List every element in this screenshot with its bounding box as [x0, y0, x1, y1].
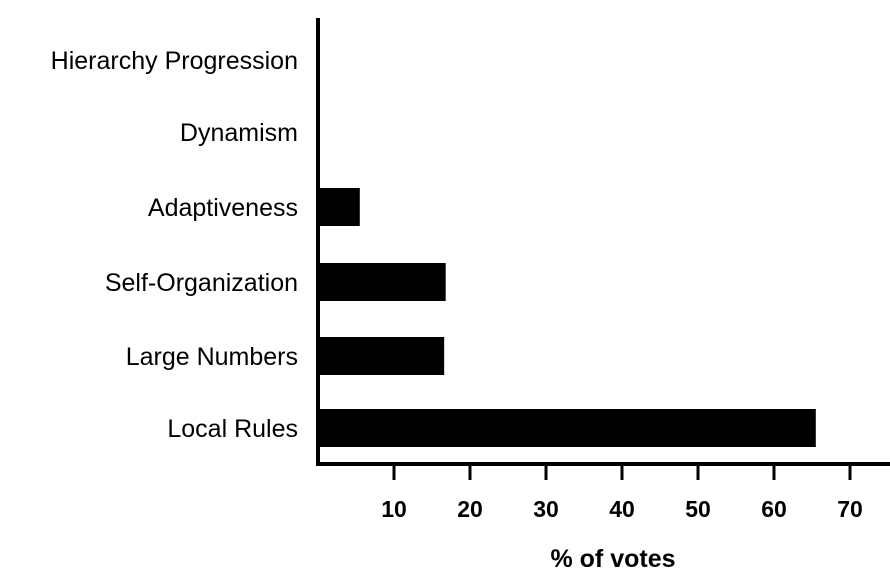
bar-self-organization: [318, 263, 446, 301]
x-tick-label: 70: [837, 496, 863, 522]
category-label: Adaptiveness: [148, 194, 298, 222]
bar-large-numbers: [318, 337, 444, 375]
bar-local-rules: [318, 409, 816, 447]
category-label: Dynamism: [180, 119, 298, 147]
x-tick-label: 60: [761, 496, 787, 522]
x-tick-label: 10: [381, 496, 407, 522]
bar-adaptiveness: [318, 188, 360, 226]
category-label: Large Numbers: [126, 343, 298, 371]
bars-layer: [318, 188, 816, 447]
x-tick-label: 50: [685, 496, 711, 522]
category-label: Local Rules: [167, 415, 298, 443]
category-label: Self-Organization: [105, 269, 298, 297]
x-axis-title: % of votes: [550, 545, 675, 572]
x-tick-label: 30: [533, 496, 559, 522]
x-tick-label: 20: [457, 496, 483, 522]
x-tick-label: 40: [609, 496, 635, 522]
category-label: Hierarchy Progression: [51, 47, 298, 75]
x-tick-labels: 10 20 30 40 50 60 70: [381, 496, 863, 522]
category-labels: Hierarchy Progression Dynamism Adaptivenes…: [51, 47, 298, 443]
